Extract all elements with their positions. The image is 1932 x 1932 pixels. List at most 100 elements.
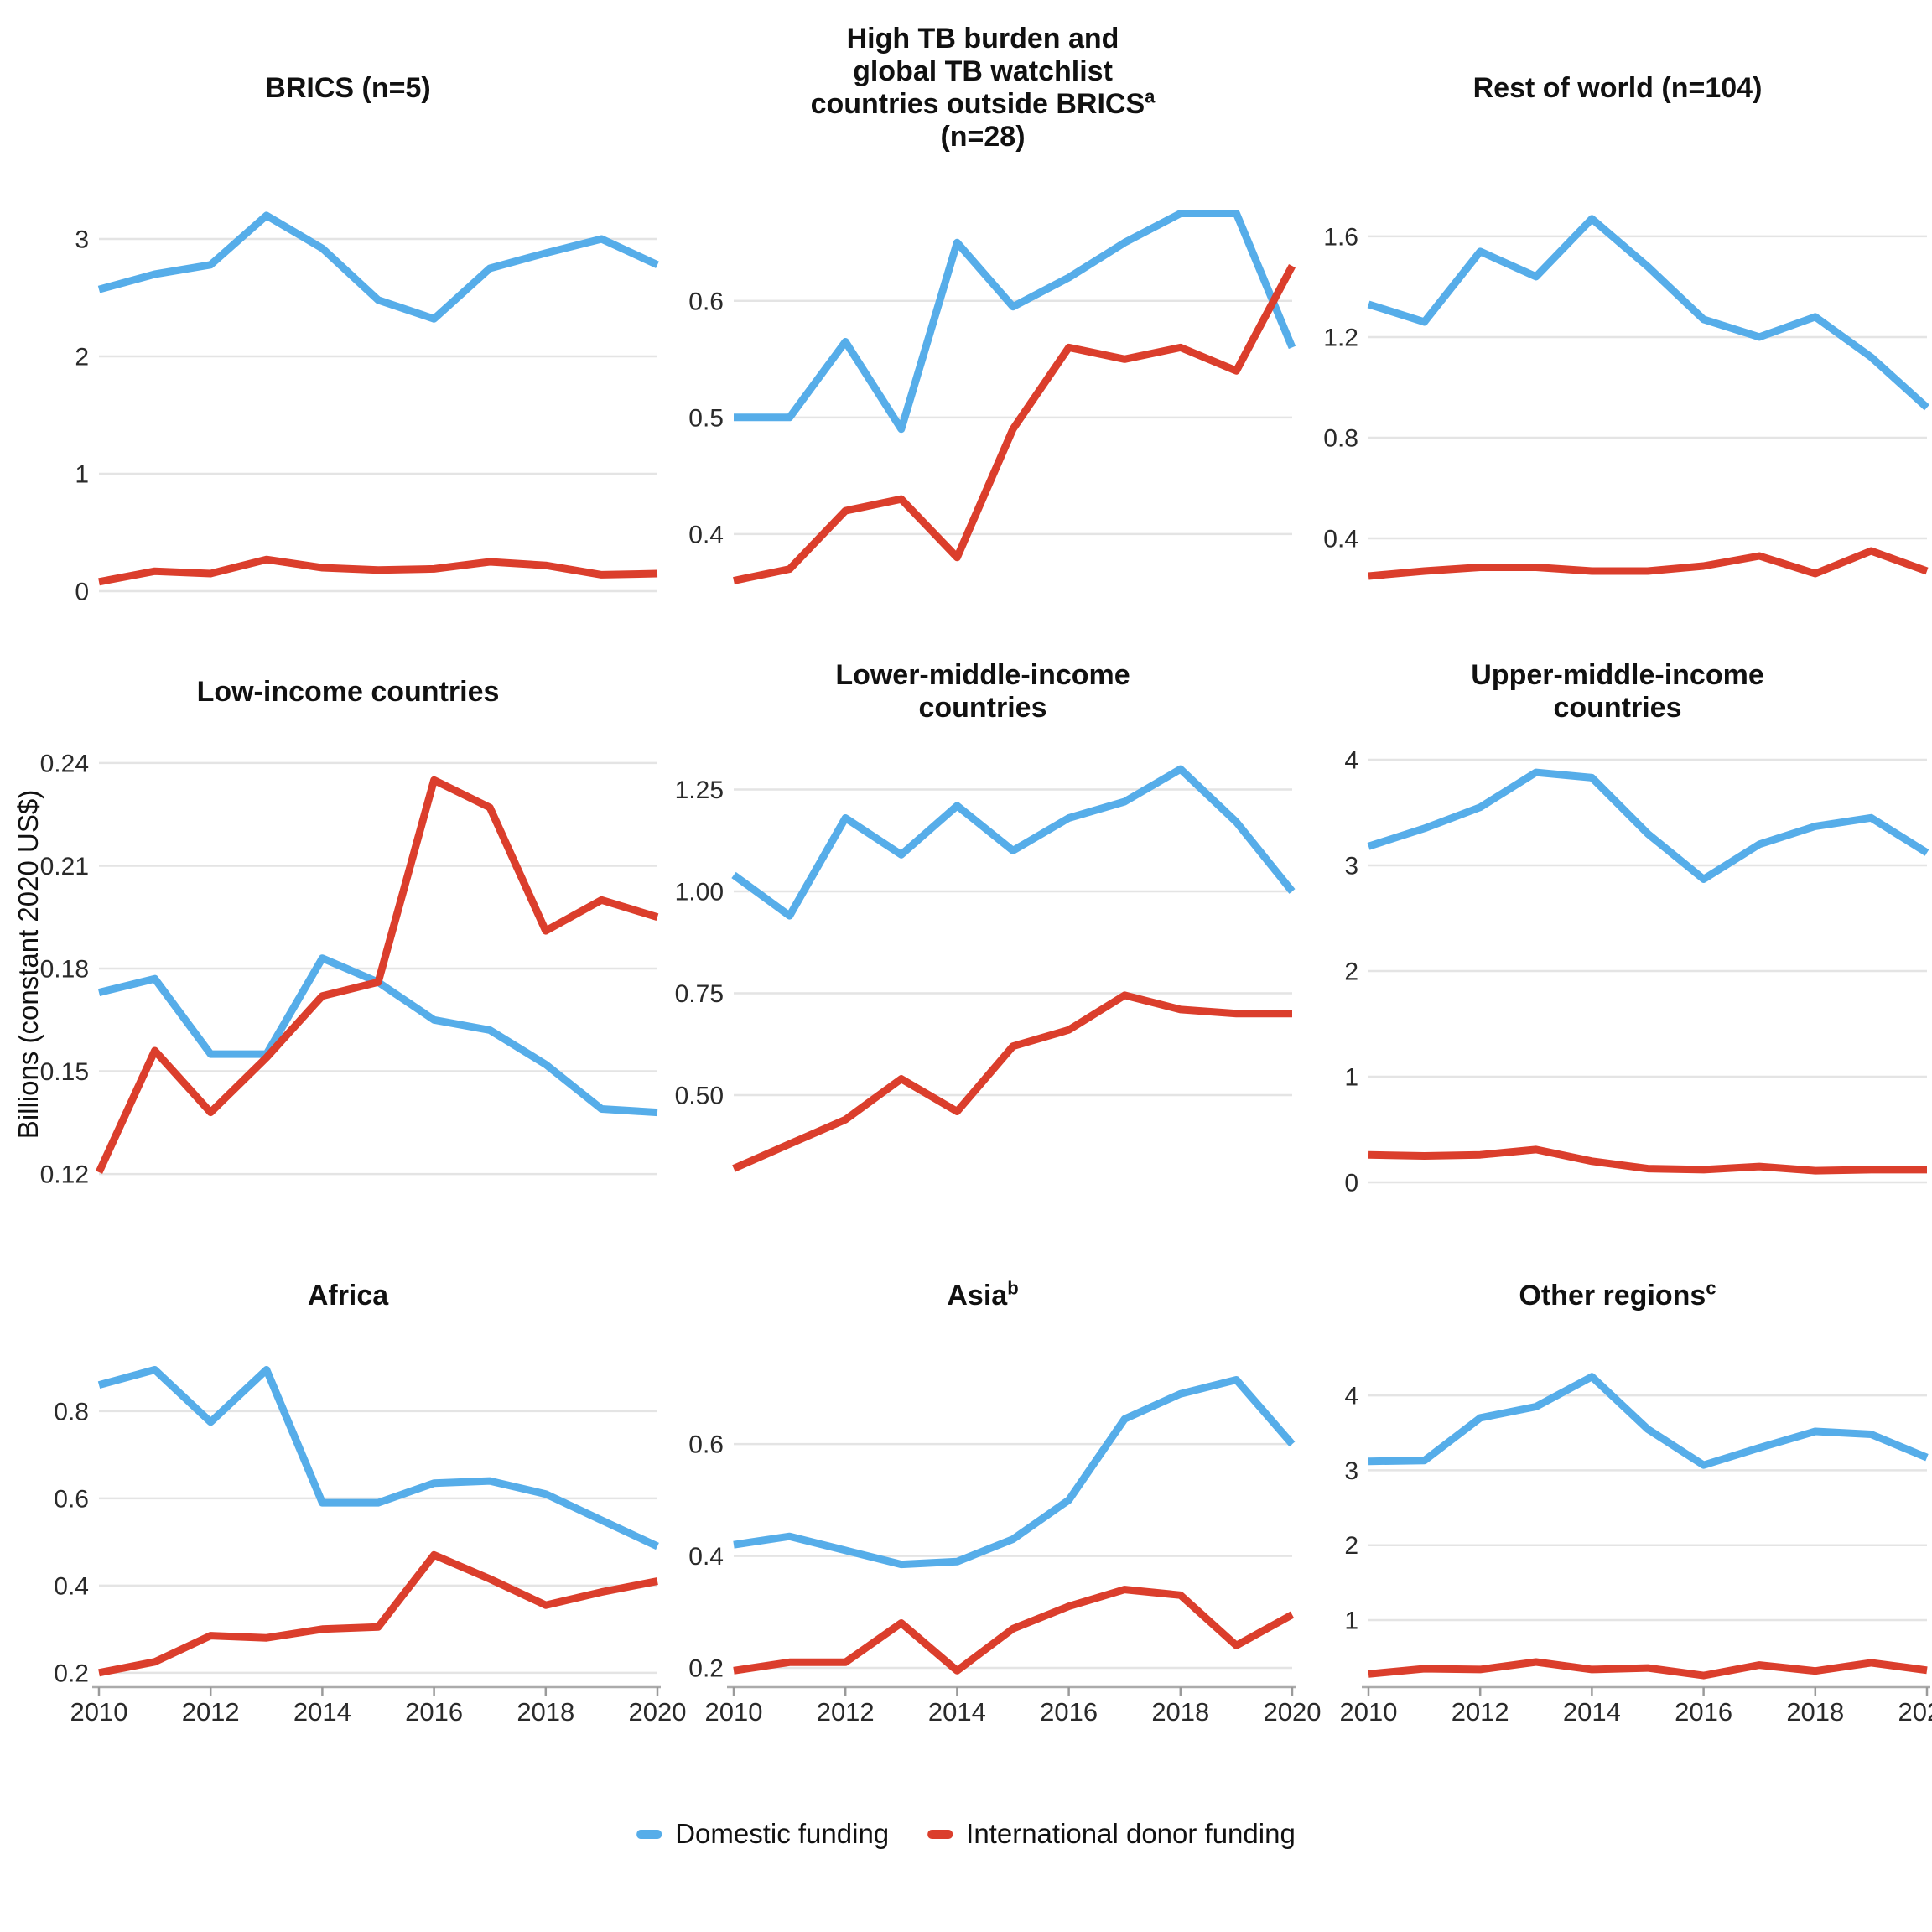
x-tick-label: 2016 [405,1697,463,1727]
panel-lower-middle-income: Lower-middle-income countries 0.50 0.75 1.00… [668,629,1297,1216]
panel-title-africa: Africa [34,1233,662,1358]
upper-middle-income-domestic-line [1367,768,1929,883]
y-tick-label: 2 [1344,958,1358,986]
y-tick-label: 0.24 [40,750,89,777]
panel-rest-of-world: Rest of world (n=104) 0.4 0.8 1.2 1.6 [1303,25,1932,612]
brics-donor-line [98,555,658,586]
panel-title-line: Africa [307,1279,389,1311]
hbc-outside-brics-domestic-line [734,210,1296,434]
panel-brics: BRICS (n=5) 0 1 2 3 [34,25,662,612]
chart-hbc-outside-brics: 0.4 0.5 0.6 [688,210,1296,584]
panel-title-asia: Asiab [668,1233,1297,1358]
panel-title-line: Other regionsc [1519,1277,1716,1311]
x-tick-label: 2014 [293,1697,351,1727]
y-tick-label: 0.4 [1323,525,1358,553]
panel-title-rest-of-world: Rest of world (n=104) [1303,25,1932,151]
africa-donor-line [98,1550,658,1677]
legend-label-domestic: Domestic funding [675,1818,890,1849]
chart-other-regions: 1 2 3 4 2010 2012 2014 2016 2018 2020 [1340,1373,1932,1727]
panel-title-brics: BRICS (n=5) [34,25,662,151]
lower-middle-income-donor-line [732,991,1292,1172]
panel-title-line: countries outside BRICSa [810,86,1156,120]
y-axis-label: Billions (constant 2020 US$) [13,789,44,1140]
y-tick-label: 2 [75,343,89,371]
x-tick-label: 2010 [1340,1697,1398,1727]
y-tick-label: 4 [1344,1383,1358,1410]
rest-of-world-donor-line [1368,547,1929,580]
x-tick-label: 2010 [705,1697,763,1727]
asia-domestic-line [733,1376,1296,1569]
hbc-outside-brics-donor-line [733,263,1296,584]
x-tick-label: 2016 [1040,1697,1098,1727]
x-tick-label: 2020 [1898,1697,1932,1727]
chart-rest-of-world: 0.4 0.8 1.2 1.6 [1323,215,1930,580]
y-tick-label: 1.25 [675,776,724,804]
x-tick-label: 2016 [1675,1697,1732,1727]
panel-low-income: Low-income countries 0.12 0.15 0.18 0.21 0.24 [34,629,662,1216]
x-tick-label: 2018 [1151,1697,1209,1727]
y-tick-label: 2 [1344,1532,1358,1560]
chart-upper-middle-income: 0 1 2 3 4 [1344,747,1929,1197]
y-tick-label: 0.21 [40,853,89,880]
y-tick-label: 0.5 [688,404,724,432]
y-tick-label: 1.2 [1323,324,1358,351]
panel-title-line: Low-income countries [196,675,500,708]
y-tick-label: 0.2 [688,1654,724,1682]
y-tick-label: 0 [75,579,89,606]
y-tick-label: 3 [75,226,89,253]
y-tick-label: 0.50 [675,1083,724,1110]
upper-middle-income-donor-line [1368,1145,1927,1175]
africa-domestic-line [97,1366,659,1550]
panel-africa: Africa 0.2 0.4 0.6 0.8 2010 2012 2014 2016 2018 20… [34,1233,686,1744]
y-tick-label: 1.6 [1323,223,1358,251]
panel-title-line: Asiab [947,1277,1019,1311]
international-donor-funding-swatch-icon [927,1829,953,1839]
y-tick-label: 0.12 [40,1161,89,1189]
x-tick-label: 2014 [1563,1697,1621,1727]
y-tick-label: 0.8 [54,1398,89,1426]
panel-title-line: global TB watchlist [853,55,1113,87]
y-tick-label: 0.4 [688,1543,724,1571]
panel-title-line: countries [918,692,1047,724]
panel-title-lower-middle-income: Lower-middle-income countries [668,629,1297,755]
panel-title-line: Upper-middle-income [1471,659,1764,691]
y-tick-label: 4 [1344,747,1358,775]
panel-hbc-outside-brics: High TB burden and global TB watchlist cou… [668,23,1297,612]
panel-title-line: BRICS (n=5) [265,71,431,104]
panel-other-regions: Other regionsc 1 2 3 4 2010 2012 2014 2016 2018 20… [1303,1233,1932,1744]
y-tick-label: 1 [1344,1607,1358,1634]
y-tick-label: 0.18 [40,955,89,983]
panel-title-line: countries [1553,692,1682,724]
legend: Domestic funding International donor fun… [636,1818,1296,1850]
x-tick-label: 2012 [817,1697,875,1727]
y-tick-label: 3 [1344,853,1358,880]
chart-lower-middle-income: 0.50 0.75 1.00 1.25 [675,765,1296,1172]
y-tick-label: 0.6 [688,288,724,315]
x-tick-label: 2020 [629,1697,687,1727]
asia-donor-line [733,1586,1295,1675]
x-tick-label: 2018 [517,1697,574,1727]
y-tick-label: 0.15 [40,1058,89,1086]
panel-title-hbc-outside-brics: High TB burden and global TB watchlist cou… [668,23,1297,153]
x-tick-label: 2018 [1786,1697,1844,1727]
y-tick-label: 0.4 [54,1572,89,1600]
y-tick-label: 1 [75,460,89,488]
panel-title-upper-middle-income: Upper-middle-income countries [1303,629,1932,755]
panel-title-line: (n=28) [940,121,1026,153]
legend-key-domestic: Domestic funding [636,1818,889,1850]
rest-of-world-domestic-line [1367,215,1930,411]
panel-upper-middle-income: Upper-middle-income countries 0 1 2 3 4 [1303,629,1932,1216]
panel-title-line: Rest of world (n=104) [1472,71,1763,104]
other-regions-domestic-line [1368,1373,1929,1469]
x-tick-label: 2010 [70,1697,128,1727]
legend-label-donor: International donor funding [966,1818,1296,1849]
legend-key-donor: International donor funding [927,1818,1296,1850]
y-tick-label: 0.6 [688,1431,724,1459]
x-tick-label: 2020 [1264,1697,1322,1727]
x-tick-label: 2014 [928,1697,986,1727]
y-tick-label: 3 [1344,1457,1358,1485]
y-tick-label: 0.4 [688,521,724,548]
panel-title-low-income: Low-income countries [34,629,662,755]
other-regions-donor-line [1368,1658,1928,1680]
